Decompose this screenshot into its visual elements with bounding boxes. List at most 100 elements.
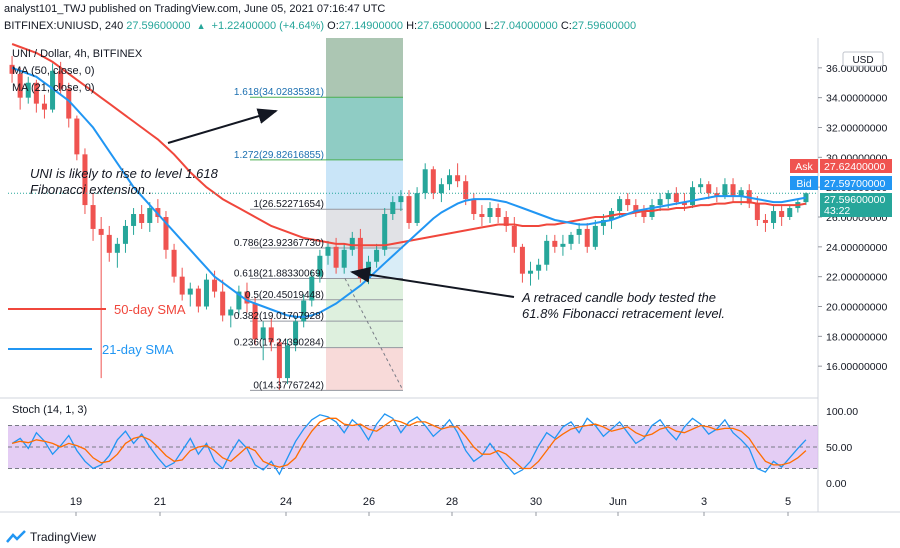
high-value: 27.65000000 bbox=[417, 20, 482, 32]
x-tick-label: 3 bbox=[701, 496, 707, 508]
last-price-tag: 27.59600000 bbox=[824, 194, 885, 206]
y-tick-label: 22.00000000 bbox=[826, 272, 887, 284]
open-value: 27.14900000 bbox=[338, 20, 404, 32]
up-arrow-icon: ▲ bbox=[196, 21, 206, 31]
stoch-k-line bbox=[11, 413, 807, 476]
x-tick-label: 5 bbox=[785, 496, 791, 508]
annotation-top-line1: UNI is likely to rise to level 1.618 bbox=[30, 166, 219, 181]
usd-badge[interactable] bbox=[842, 51, 884, 67]
candle-body bbox=[422, 169, 428, 194]
candle-body bbox=[560, 243, 566, 247]
candle-body bbox=[455, 175, 461, 182]
candle-body bbox=[139, 214, 145, 223]
x-tick-label: 21 bbox=[154, 496, 166, 508]
candle-body bbox=[690, 187, 696, 206]
candle-body bbox=[301, 300, 307, 322]
tradingview-brand: TradingView bbox=[30, 530, 97, 544]
candle-body bbox=[576, 228, 582, 235]
candle-body bbox=[665, 193, 671, 200]
tradingview-logo-icon bbox=[6, 530, 26, 543]
last-price-bg bbox=[820, 193, 892, 217]
ohlc-header: BITFINEX:UNIUSD, 240 27.59600000 ▲ +1.22… bbox=[4, 20, 636, 32]
stoch-d-line bbox=[11, 417, 807, 470]
candle-body bbox=[244, 291, 250, 304]
candle-body bbox=[50, 70, 56, 110]
candle-body bbox=[74, 118, 80, 155]
candle-body bbox=[333, 246, 339, 268]
candle-body bbox=[544, 240, 550, 265]
candle-body bbox=[762, 219, 768, 223]
close-label: C: bbox=[560, 20, 572, 32]
low-label: L: bbox=[484, 20, 494, 32]
publish-info: analyst101_TWJ published on TradingView.… bbox=[4, 3, 386, 15]
y-tick-label: 34.00000000 bbox=[826, 93, 887, 105]
annotation-bottom-line1: A retraced candle body tested the bbox=[521, 290, 716, 305]
symbol-label[interactable]: BITFINEX:UNIUSD, 240 bbox=[4, 20, 124, 32]
x-tick-label: 24 bbox=[280, 496, 292, 508]
fib-level-label: 1.272(29.82616855) bbox=[234, 150, 324, 161]
sma21-label: 21-day SMA bbox=[102, 342, 174, 357]
candle-body bbox=[236, 291, 242, 310]
legend-ma50[interactable]: MA (50, close, 0) bbox=[12, 65, 95, 77]
candle-body bbox=[382, 214, 388, 250]
candle-body bbox=[706, 184, 712, 194]
fib-level-label: 0.786(23.92367730) bbox=[234, 238, 324, 249]
stoch-legend[interactable]: Stoch (14, 1, 3) bbox=[12, 404, 88, 416]
candle-body bbox=[803, 193, 809, 203]
annotation-bottom-line2: 61.8% Fibonacci retracement level. bbox=[522, 306, 725, 321]
candle-body bbox=[349, 237, 355, 250]
legend-ma21[interactable]: MA (21, close, 0) bbox=[12, 82, 95, 94]
candle-body bbox=[90, 205, 96, 229]
fib-level-label: 0.618(21.88330069) bbox=[234, 268, 324, 279]
candle-body bbox=[430, 169, 436, 194]
candle-body bbox=[479, 214, 485, 217]
candle-body bbox=[511, 225, 517, 247]
candle-body bbox=[698, 184, 704, 188]
candle-body bbox=[600, 219, 606, 226]
candle-body bbox=[446, 175, 453, 185]
candle-body bbox=[106, 234, 112, 253]
candle-body bbox=[390, 202, 396, 215]
candle-body bbox=[252, 303, 258, 340]
fib-level-label: 0.5(20.45019448) bbox=[245, 290, 324, 301]
bid-value-bg bbox=[820, 176, 892, 190]
stoch-y-tick-label: 100.00 bbox=[826, 406, 858, 418]
candle-body bbox=[147, 208, 153, 223]
candle-body bbox=[779, 211, 785, 217]
extension-arrow bbox=[167, 108, 278, 144]
fib-level-label: 0(14.37767242) bbox=[253, 380, 324, 391]
candle-body bbox=[122, 225, 128, 244]
publish-header: analyst101_TWJ published on TradingView.… bbox=[4, 3, 385, 15]
ask-label: Ask bbox=[795, 161, 813, 173]
ask-value-bg bbox=[820, 159, 892, 173]
candle-body bbox=[495, 208, 501, 217]
bid-value: 27.59700000 bbox=[824, 178, 885, 190]
fib-level-label: 0.382(19.01707928) bbox=[234, 311, 324, 322]
candle-body bbox=[438, 184, 444, 194]
x-tick-label: 19 bbox=[70, 496, 82, 508]
usd-label: USD bbox=[852, 55, 873, 66]
candle-body bbox=[195, 288, 201, 307]
candle-body bbox=[228, 309, 234, 316]
fib-zone-0618 bbox=[326, 278, 403, 348]
candle-body bbox=[284, 345, 290, 379]
candle-body bbox=[503, 217, 509, 226]
candle-body bbox=[66, 88, 72, 119]
candle-body bbox=[463, 181, 469, 200]
candle-body bbox=[268, 327, 274, 343]
y-tick-label: 18.00000000 bbox=[826, 331, 887, 343]
tradingview-footer[interactable]: TradingView bbox=[6, 530, 96, 544]
candle-body bbox=[58, 70, 64, 89]
candle-body bbox=[487, 208, 493, 217]
candle-body bbox=[625, 199, 631, 206]
candle-body bbox=[220, 291, 226, 316]
candle-body bbox=[131, 214, 137, 226]
candle-body bbox=[673, 193, 679, 203]
candle-body bbox=[187, 288, 193, 295]
candle-body bbox=[519, 246, 525, 274]
candle-body bbox=[171, 249, 177, 277]
fib-level-label: 1(26.52271654) bbox=[253, 199, 324, 210]
candle-body bbox=[260, 327, 266, 340]
candle-body bbox=[163, 217, 169, 250]
